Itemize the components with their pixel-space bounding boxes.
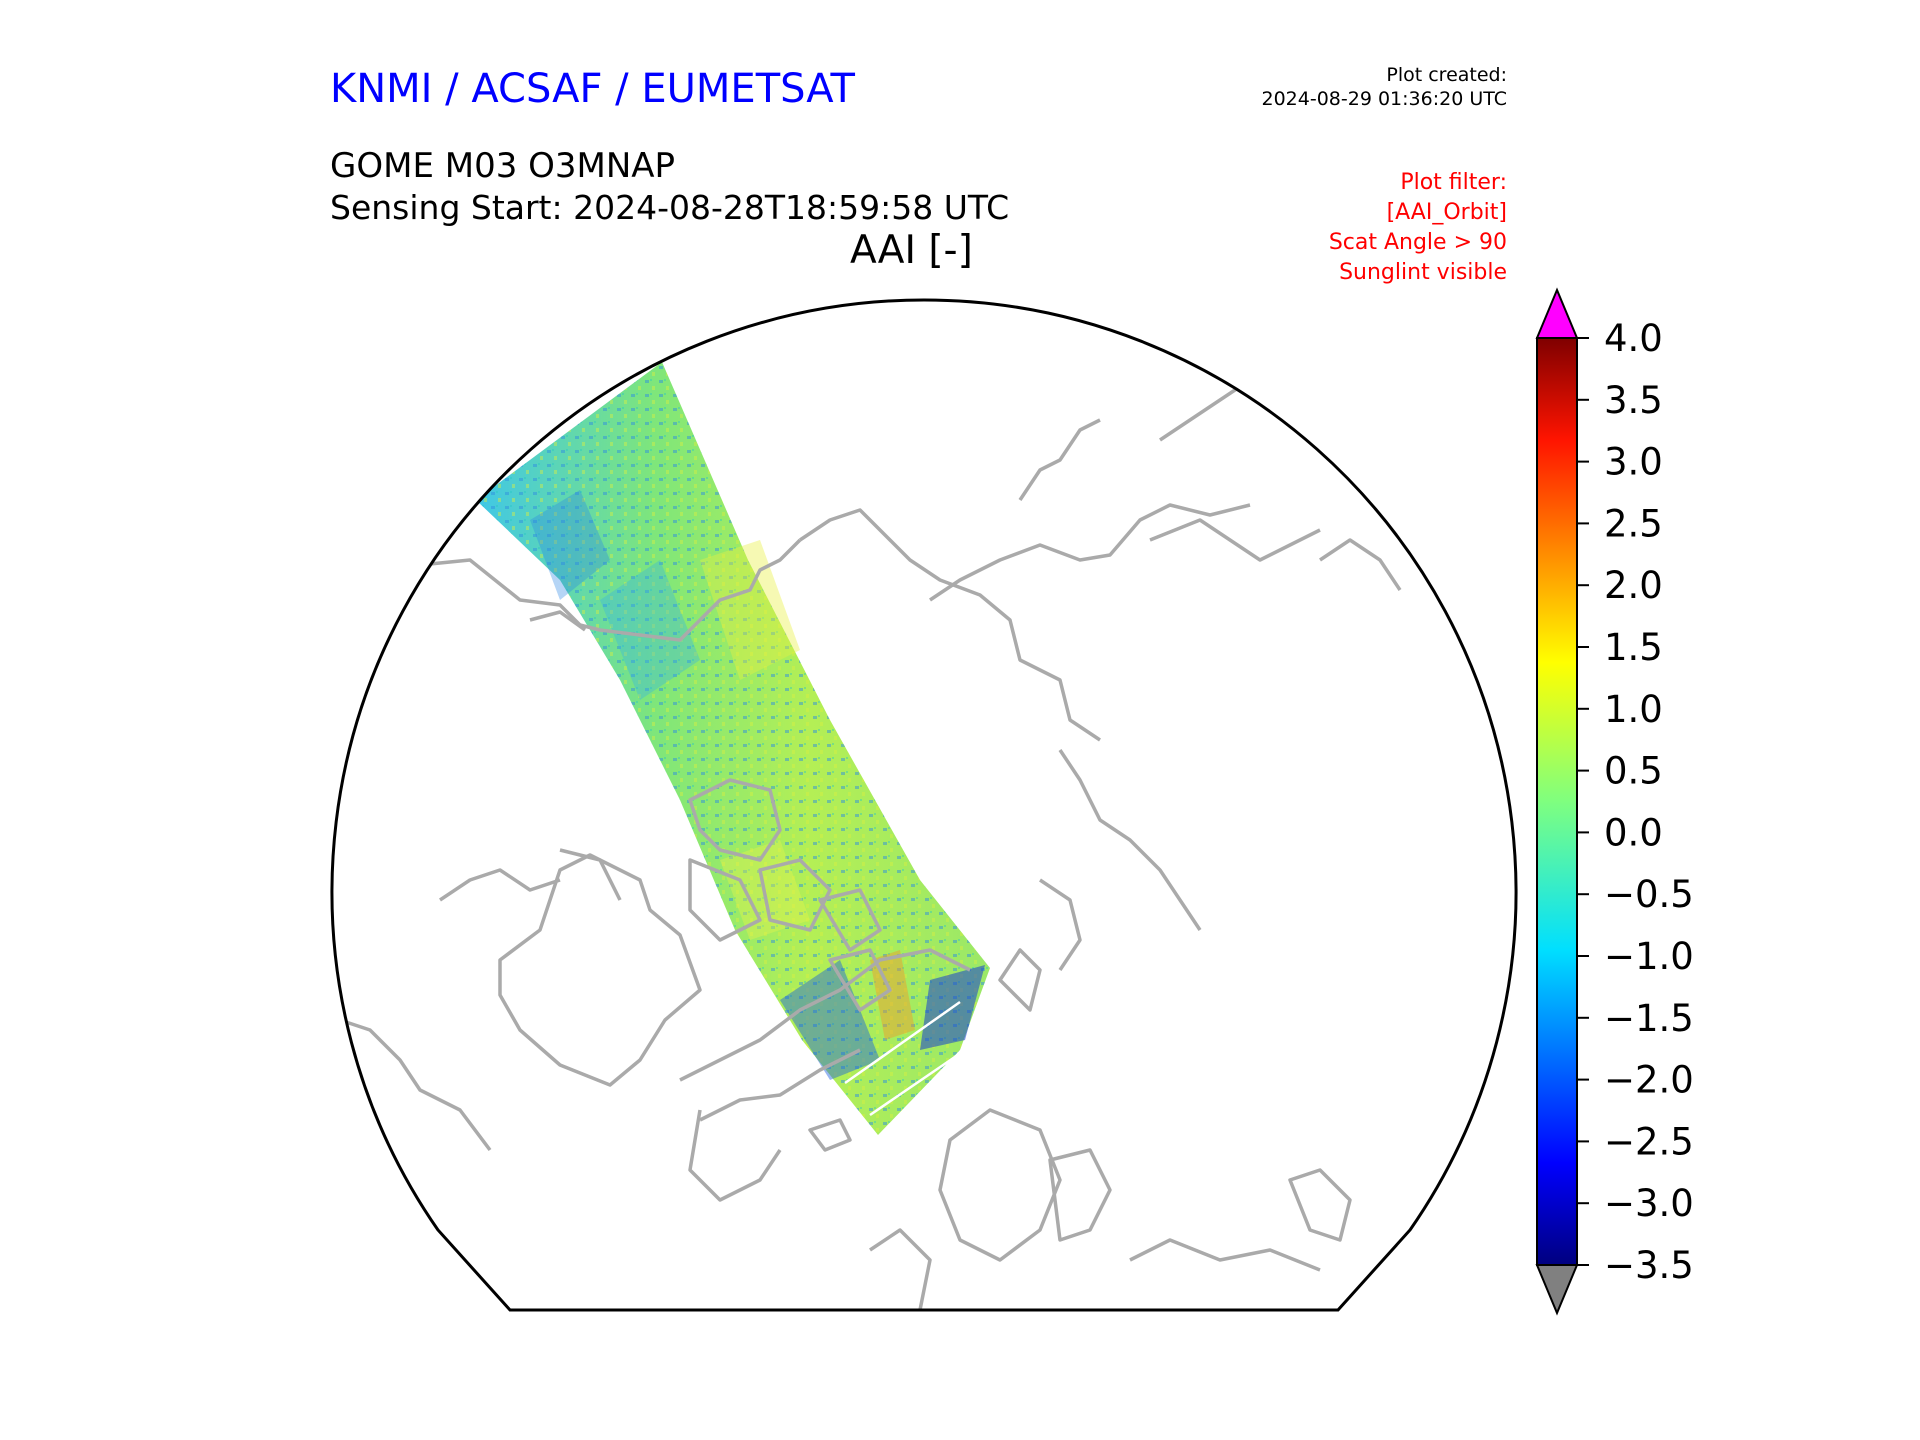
- plot-filter: Plot filter: [AAI_Orbit] Scat Angle > 90…: [1329, 168, 1507, 288]
- colorbar-tick-label: 1.5: [1604, 626, 1663, 669]
- colorbar-tick-label: −1.0: [1604, 935, 1694, 978]
- credit-title: KNMI / ACSAF / EUMETSAT: [330, 66, 855, 112]
- colorbar-tick-label: 1.0: [1604, 688, 1663, 731]
- colorbar-tick-label: −1.5: [1604, 997, 1694, 1040]
- filter-line: Scat Angle > 90: [1328, 230, 1507, 255]
- colorbar-gradient: [1536, 337, 1578, 1266]
- colorbar-tick-label: 2.5: [1604, 502, 1663, 545]
- colorbar-tick-label: −3.5: [1604, 1244, 1694, 1287]
- plot-created-time: 2024-08-29 01:36:20 UTC: [1261, 88, 1508, 110]
- colorbar-tick-label: 3.5: [1604, 379, 1663, 422]
- colorbar-tick-label: −0.5: [1604, 873, 1694, 916]
- map-area: [332, 299, 1517, 1310]
- filter-line: [AAI_Orbit]: [1386, 200, 1507, 225]
- colorbar-tick-label: 0.5: [1604, 750, 1663, 793]
- colorbar-under-triangle: [1535, 1264, 1579, 1316]
- map-title: AAI [-]: [850, 228, 973, 273]
- colorbar: 4.0 3.5 3.0 2.5 2.0 1.5 1.0 0.5 0.0 −0.5 −1.0 −1.5 −…: [1535, 287, 1694, 1316]
- colorbar-over-triangle: [1535, 287, 1579, 339]
- product-name: GOME M03 O3MNAP: [330, 146, 676, 186]
- colorbar-tick-label: −2.0: [1604, 1059, 1694, 1102]
- colorbar-tick-label: 3.0: [1604, 441, 1663, 484]
- map-border: [330, 298, 1518, 1312]
- colorbar-tick-label: −3.0: [1604, 1182, 1694, 1225]
- colorbar-tick-label: 2.0: [1604, 564, 1663, 607]
- colorbar-tick-label: 0.0: [1604, 811, 1663, 854]
- colorbar-tick-label: −2.5: [1604, 1120, 1694, 1163]
- colorbar-tick-label: 4.0: [1604, 317, 1663, 360]
- filter-line: Sunglint visible: [1339, 260, 1507, 285]
- plot-created-label: Plot created:: [1386, 64, 1507, 86]
- sensing-start: Sensing Start: 2024-08-28T18:59:58 UTC: [330, 188, 1010, 227]
- filter-line: Plot filter:: [1400, 170, 1507, 195]
